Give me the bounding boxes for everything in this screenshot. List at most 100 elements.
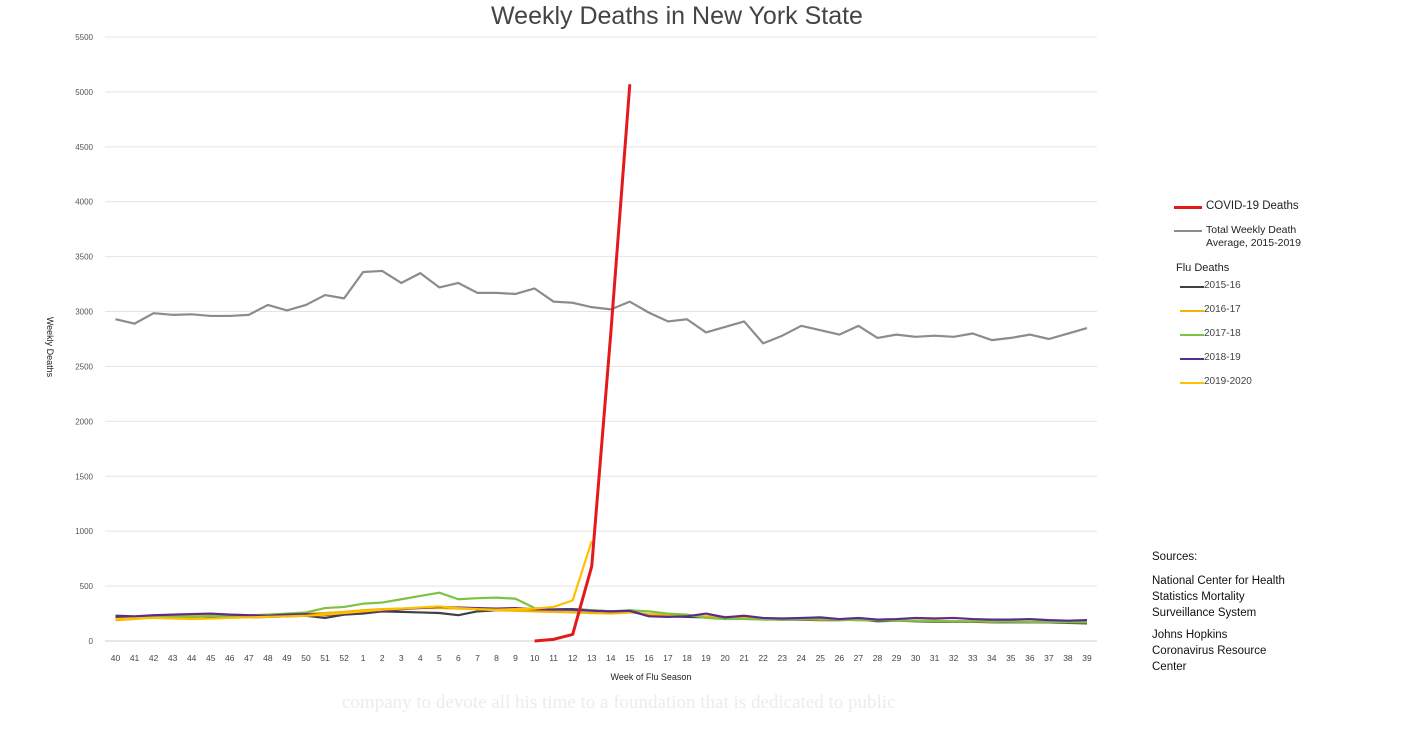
x-tick-label: 17 <box>663 653 673 663</box>
x-tick-label: 23 <box>777 653 787 663</box>
series-line-2018-19 <box>115 605 1088 622</box>
y-tick-label: 500 <box>80 582 94 591</box>
x-tick-label: 11 <box>549 653 558 663</box>
x-tick-label: 13 <box>587 653 597 663</box>
y-tick-label: 4500 <box>75 143 93 152</box>
x-tick-label: 21 <box>739 653 749 663</box>
x-tick-label: 42 <box>149 653 159 663</box>
legend-swatch <box>1180 358 1204 360</box>
x-tick-label: 24 <box>797 653 807 663</box>
x-tick-label: 33 <box>968 653 978 663</box>
x-tick-label: 36 <box>1025 653 1035 663</box>
legend-item-flu: 2018-19 <box>1174 352 1374 363</box>
y-tick-label: 1000 <box>75 527 93 536</box>
legend-swatch <box>1180 382 1204 384</box>
gridlines <box>105 36 1097 642</box>
y-tick-label: 5000 <box>75 88 93 97</box>
legend-swatch-covid <box>1174 206 1202 209</box>
legend-label-total-line2: Average, 2015-2019 <box>1206 237 1301 249</box>
x-tick-label: 48 <box>263 653 273 663</box>
x-tick-label: 9 <box>513 653 518 663</box>
y-tick-label: 3500 <box>75 253 93 262</box>
legend-item-flu: 2017-18 <box>1174 328 1374 339</box>
y-tick-label: 1500 <box>75 472 93 481</box>
x-tick-label: 14 <box>606 653 616 663</box>
legend-item-total: Total Weekly Death Average, 2015-2019 <box>1174 224 1374 250</box>
x-tick-label: 22 <box>758 653 768 663</box>
x-tick-label: 16 <box>644 653 654 663</box>
x-tick-label: 31 <box>930 653 940 663</box>
legend: COVID-19 Deaths Total Weekly Death Avera… <box>1174 200 1374 400</box>
x-tick-label: 35 <box>1006 653 1016 663</box>
y-tick-labels: 0 500 1000 1500 2000 2500 3000 3500 4000 4500 5000… <box>75 33 93 646</box>
legend-flu-title: Flu Deaths <box>1176 262 1230 274</box>
legend-label: 2019-2020 <box>1204 376 1252 387</box>
x-tick-label: 5 <box>437 653 442 663</box>
legend-item-flu: 2015-16 <box>1174 280 1374 291</box>
x-tick-label: 1 <box>361 653 366 663</box>
y-tick-label: 5500 <box>75 33 93 42</box>
source-jhu: Johns Hopkins Coronavirus Resource Cente… <box>1152 627 1352 675</box>
y-tick-label: 4000 <box>75 198 93 207</box>
y-tick-label: 2500 <box>75 362 93 371</box>
y-axis-label: Weekly Deaths <box>45 317 55 378</box>
x-tick-label: 39 <box>1082 653 1092 663</box>
x-tick-label: 6 <box>456 653 461 663</box>
legend-flu-items: 2015-16 2016-17 2017-18 2018-19 2019-2020 <box>1174 280 1374 387</box>
x-tick-label: 27 <box>854 653 864 663</box>
x-tick-label: 37 <box>1044 653 1054 663</box>
x-tick-label: 44 <box>187 653 197 663</box>
source-jhu-line3: Center <box>1152 661 1187 673</box>
x-tick-label: 40 <box>111 653 121 663</box>
source-jhu-line2: Coronavirus Resource <box>1152 645 1267 657</box>
source-nchs-line1: National Center for Health <box>1152 575 1285 587</box>
x-tick-label: 12 <box>568 653 578 663</box>
sources: Sources: National Center for Health Stat… <box>1152 549 1352 681</box>
x-tick-label: 32 <box>949 653 959 663</box>
x-tick-label: 8 <box>494 653 499 663</box>
legend-swatch <box>1180 286 1204 288</box>
source-nchs-line2: Statistics Mortality <box>1152 591 1245 603</box>
legend-item-flu: 2019-2020 <box>1174 376 1374 387</box>
x-tick-label: 38 <box>1063 653 1073 663</box>
legend-item-covid: COVID-19 Deaths <box>1174 200 1374 212</box>
y-tick-label: 2000 <box>75 417 93 426</box>
x-tick-label: 50 <box>301 653 311 663</box>
legend-label-total-line1: Total Weekly Death <box>1206 224 1297 236</box>
x-tick-label: 47 <box>244 653 254 663</box>
x-tick-label: 29 <box>892 653 902 663</box>
x-tick-label: 19 <box>701 653 711 663</box>
legend-label: 2017-18 <box>1204 328 1241 339</box>
background-article-text: company to devote all his time to a foun… <box>342 692 896 713</box>
x-tick-label: 25 <box>816 653 826 663</box>
legend-swatch-total <box>1174 230 1202 232</box>
x-tick-label: 7 <box>475 653 480 663</box>
x-tick-label: 45 <box>206 653 216 663</box>
legend-item-flu: 2016-17 <box>1174 304 1374 315</box>
y-tick-label: 3000 <box>75 308 93 317</box>
x-tick-label: 52 <box>339 653 349 663</box>
x-tick-label: 18 <box>682 653 692 663</box>
legend-label-covid: COVID-19 Deaths <box>1206 200 1299 212</box>
legend-swatch <box>1180 310 1204 312</box>
x-tick-label: 28 <box>873 653 883 663</box>
x-tick-label: 15 <box>625 653 635 663</box>
series-line-covid-19-deaths <box>534 84 632 643</box>
x-tick-label: 3 <box>399 653 404 663</box>
x-tick-label: 34 <box>987 653 997 663</box>
x-tick-label: 46 <box>225 653 235 663</box>
x-tick-label: 10 <box>530 653 540 663</box>
legend-label: 2015-16 <box>1204 280 1241 291</box>
legend-swatch <box>1180 334 1204 336</box>
series-lines <box>115 84 1088 643</box>
legend-label: 2016-17 <box>1204 304 1241 315</box>
y-tick-label: 0 <box>89 637 94 646</box>
source-nchs: National Center for Health Statistics Mo… <box>1152 573 1352 621</box>
chart-title: Weekly Deaths in New York State <box>491 2 863 30</box>
x-tick-label: 30 <box>911 653 921 663</box>
series-line-2019-2020 <box>115 540 593 621</box>
x-tick-label: 43 <box>168 653 178 663</box>
x-tick-labels: 40 41 42 43 44 45 46 47 48 49 50 51 52 1 2 3 4 5 6 7 8 9 10 11 1… <box>111 653 1092 663</box>
x-tick-label: 26 <box>835 653 845 663</box>
